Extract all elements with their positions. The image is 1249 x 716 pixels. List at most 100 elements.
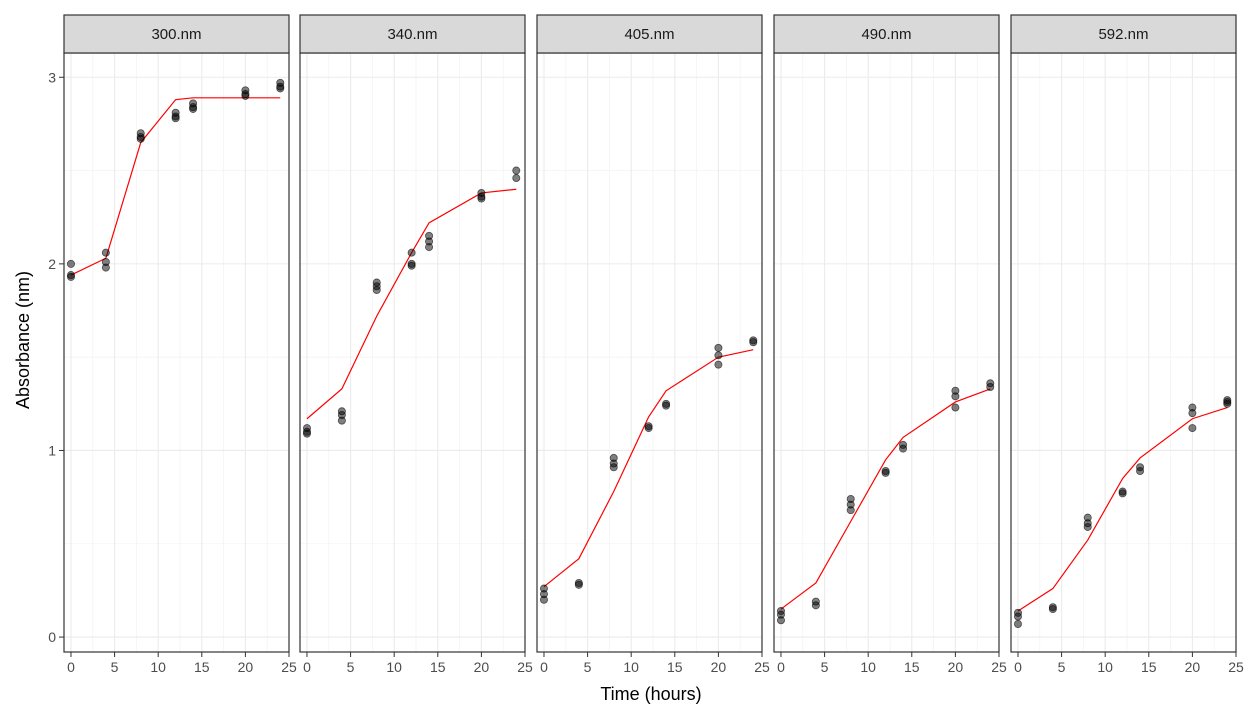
facet-strip-label: 592.nm (1098, 26, 1148, 43)
data-point (539, 595, 548, 604)
x-tick-label: 20 (474, 659, 490, 675)
x-tick-label: 10 (860, 659, 876, 675)
panel-background (537, 53, 762, 652)
x-tick-label: 15 (430, 659, 446, 675)
facet-panel-3: 405.nm 0 5 10 15 20 25 (536, 14, 770, 675)
x-tick-label: 25 (517, 659, 533, 675)
facet-panel-2: 340.nm 0 5 10 15 20 25 (299, 14, 533, 675)
data-point (337, 416, 346, 425)
data-point (846, 506, 855, 515)
data-point (372, 285, 381, 294)
facet-strip (1010, 14, 1237, 54)
facet-strip (299, 14, 526, 54)
x-tick-label: 10 (386, 659, 402, 675)
facet-strip-label: 490.nm (861, 26, 911, 43)
panel-background (300, 53, 525, 652)
facet-strip-label: 300.nm (151, 26, 201, 43)
facet-panel-1: 300.nm 0 5 10 15 20 25 (63, 14, 297, 675)
data-point (1118, 489, 1127, 498)
data-point (574, 580, 583, 589)
data-point (714, 351, 723, 360)
y-tick-label: 1 (48, 442, 56, 458)
data-point (1048, 605, 1057, 614)
x-tick-label: 15 (667, 659, 683, 675)
data-point (1223, 399, 1232, 408)
data-point (899, 444, 908, 453)
data-point (101, 248, 110, 257)
data-point (407, 248, 416, 257)
x-tick-label: 20 (711, 659, 727, 675)
y-tick-label: 0 (48, 629, 56, 645)
data-point (644, 424, 653, 433)
panel-background (1011, 53, 1236, 652)
data-point (951, 392, 960, 401)
x-tick-label: 0 (1014, 659, 1022, 675)
x-tick-label: 15 (194, 659, 210, 675)
x-tick-label: 0 (67, 659, 75, 675)
data-point (171, 114, 180, 123)
data-point (609, 463, 618, 472)
data-point (1188, 424, 1197, 433)
data-point (477, 194, 486, 203)
x-tick-label: 15 (1141, 659, 1157, 675)
data-point (425, 243, 434, 252)
data-point (714, 360, 723, 369)
data-point (136, 134, 145, 143)
data-point (811, 601, 820, 610)
x-tick-label: 5 (347, 659, 355, 675)
x-tick-label: 10 (150, 659, 166, 675)
x-tick-label: 25 (281, 659, 297, 675)
data-point (776, 616, 785, 625)
x-tick-label: 0 (777, 659, 785, 675)
x-tick-label: 0 (303, 659, 311, 675)
x-tick-label: 15 (904, 659, 920, 675)
panel-background (774, 53, 999, 652)
facet-strip (773, 14, 1000, 54)
x-tick-label: 5 (1058, 659, 1066, 675)
data-point (189, 104, 198, 113)
data-point (881, 468, 890, 477)
x-tick-label: 25 (754, 659, 770, 675)
data-point (1136, 466, 1145, 475)
x-tick-label: 5 (584, 659, 592, 675)
data-point (1013, 620, 1022, 629)
data-point (512, 174, 521, 183)
x-tick-label: 20 (948, 659, 964, 675)
data-point (407, 261, 416, 270)
y-tick-label: 2 (48, 256, 56, 272)
x-tick-label: 10 (1097, 659, 1113, 675)
data-point (1013, 612, 1022, 621)
data-point (714, 343, 723, 352)
x-tick-label: 20 (238, 659, 254, 675)
data-point (101, 263, 110, 272)
data-point (66, 272, 75, 281)
x-tick-label: 25 (991, 659, 1007, 675)
facet-strip-label: 340.nm (387, 26, 437, 43)
data-point (986, 383, 995, 392)
x-tick-label: 10 (623, 659, 639, 675)
x-tick-label: 25 (1228, 659, 1244, 675)
data-point (512, 166, 521, 175)
data-point (662, 401, 671, 410)
facet-strip (63, 14, 290, 54)
facet-panel-4: 490.nm 0 5 10 15 20 25 (773, 14, 1007, 675)
data-point (302, 429, 311, 438)
fit-line (1017, 406, 1228, 612)
facet-strip (536, 14, 763, 54)
y-tick-label: 3 (48, 69, 56, 85)
data-point (1188, 409, 1197, 418)
x-tick-label: 5 (821, 659, 829, 675)
facet-strip-label: 405.nm (624, 26, 674, 43)
data-point (276, 84, 285, 93)
panel-background (64, 53, 289, 652)
x-tick-label: 5 (111, 659, 119, 675)
y-axis-title: Absorbance (nm) (13, 271, 33, 409)
data-point (241, 91, 250, 100)
facet-panel-5: 592.nm 0 5 10 15 20 25 (1010, 14, 1244, 675)
data-point (749, 338, 758, 347)
data-point (66, 259, 75, 268)
x-tick-label: 20 (1185, 659, 1201, 675)
